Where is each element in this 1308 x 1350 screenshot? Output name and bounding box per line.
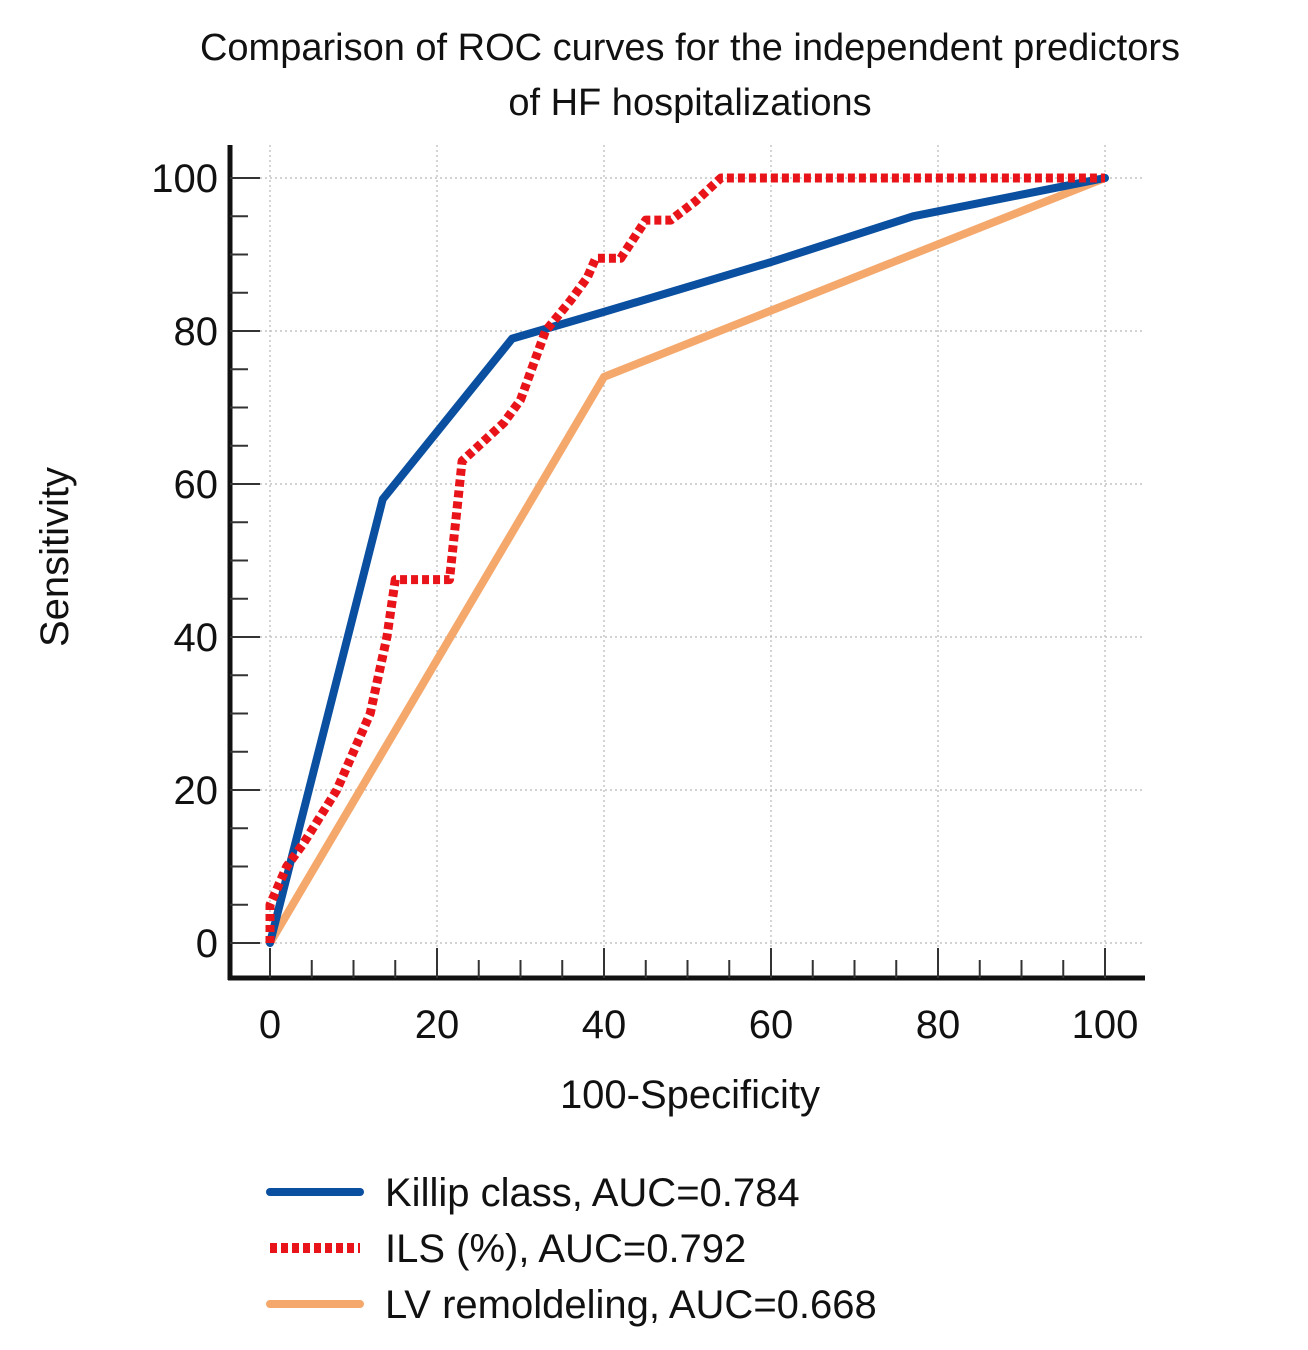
chart-title: Comparison of ROC curves for the indepen…	[200, 27, 1180, 124]
y-tick-label-20: 20	[174, 769, 219, 813]
legend: Killip class, AUC=0.784 ILS (%), AUC=0.79…	[266, 1171, 877, 1327]
chart-title-line-1: Comparison of ROC curves for the indepen…	[200, 27, 1180, 69]
x-tick-label-100: 100	[1072, 1003, 1139, 1047]
y-tick-label-100: 100	[151, 157, 218, 201]
x-axis-label: 100-Specificity	[560, 1073, 820, 1117]
legend-label-0: Killip class, AUC=0.784	[385, 1171, 800, 1215]
y-tick-label-60: 60	[174, 463, 219, 507]
grid	[230, 145, 1145, 978]
series-line-2	[266, 174, 1109, 947]
x-tick-label-0: 0	[259, 1003, 281, 1047]
tick-marks	[230, 177, 1106, 978]
y-axis-label: Sensitivity	[33, 467, 77, 647]
y-tick-label-40: 40	[174, 616, 219, 660]
x-tick-label-40: 40	[582, 1003, 627, 1047]
series-lines	[265, 173, 1109, 947]
y-tick-label-80: 80	[174, 310, 219, 354]
legend-label-2: LV remoldeling, AUC=0.668	[385, 1283, 877, 1327]
x-tick-label-20: 20	[415, 1003, 460, 1047]
x-tick-label-80: 80	[916, 1003, 961, 1047]
tick-labels: 0 20 40 60 80 100 0 20 40 60 80 100	[151, 157, 1138, 1047]
series-line-0	[266, 174, 1109, 947]
chart-title-line-2: of HF hospitalizations	[508, 82, 871, 124]
y-tick-label-0: 0	[196, 922, 218, 966]
x-tick-label-60: 60	[749, 1003, 794, 1047]
series-line-1	[265, 173, 1105, 943]
legend-label-1: ILS (%), AUC=0.792	[385, 1227, 746, 1271]
